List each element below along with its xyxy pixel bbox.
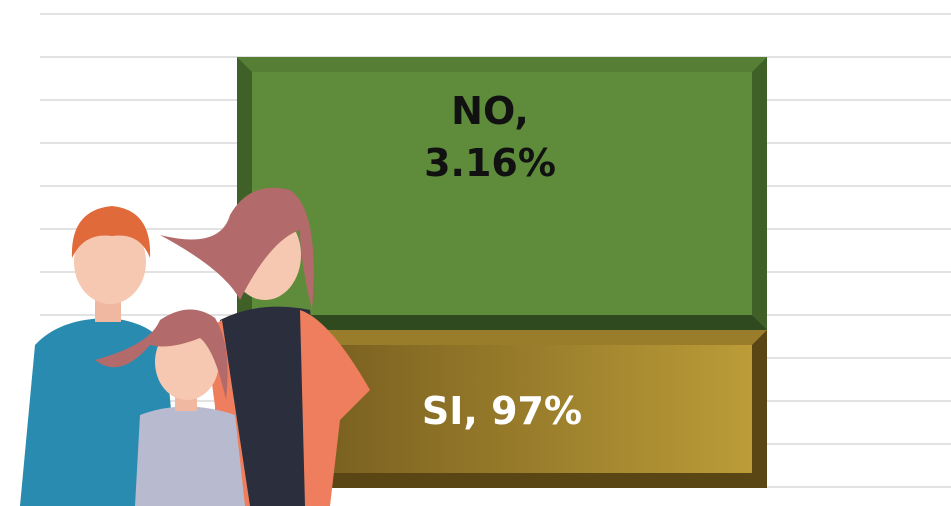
no-value: 3.16% <box>424 141 556 185</box>
no-box <box>237 57 767 330</box>
si-label: SI, 97% <box>422 389 582 433</box>
no-label: NO, <box>451 89 529 133</box>
family-illustration <box>20 187 370 506</box>
